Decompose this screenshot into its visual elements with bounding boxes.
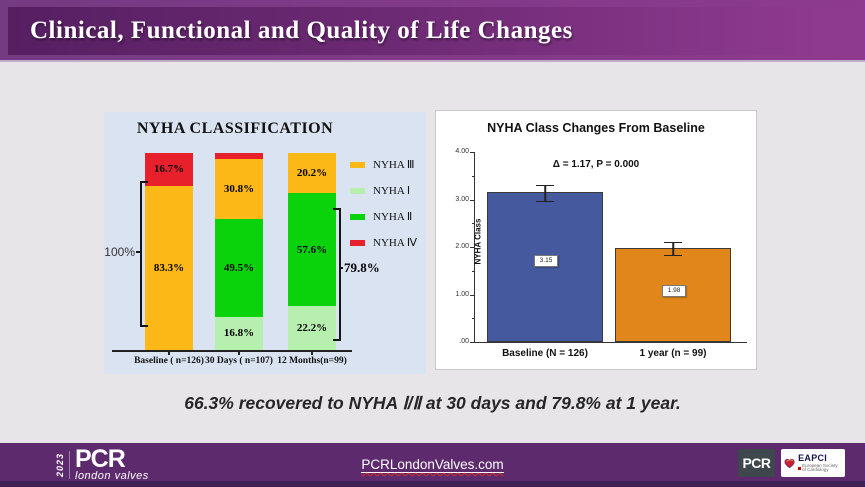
left-x-axis xyxy=(112,350,352,352)
bar-segment: 20.2% xyxy=(288,153,336,193)
right-chart-title: NYHA Class Changes From Baseline xyxy=(487,121,705,135)
y-tick-label: .00 xyxy=(459,338,469,345)
legend-item: NYHA Ⅱ xyxy=(350,210,417,223)
title-band: Clinical, Functional and Quality of Life… xyxy=(8,7,865,55)
y-tick-mark xyxy=(470,199,475,201)
x-tick-mark xyxy=(311,352,313,355)
nyha-change-chart: NYHA Class Changes From Baseline Δ = 1.1… xyxy=(435,110,757,370)
delta-annotation: Δ = 1.17, P = 0.000 xyxy=(552,159,640,170)
category-label: 12 Months(n=99) xyxy=(277,356,347,366)
segment-value-label: 22.2% xyxy=(296,322,328,335)
pcr-wordmark: PCR xyxy=(75,445,126,473)
nyha-classification-chart: NYHA CLASSIFICATION 16.7% 83.3% 30.8% 49.5%… xyxy=(104,112,426,374)
segment-value-label: 49.5% xyxy=(223,262,255,275)
bar-segment: 57.6% xyxy=(288,192,336,307)
bar-value-label: 3.15 xyxy=(534,254,558,267)
x-tick-mark xyxy=(168,352,170,355)
slide-footer: 2023 PCR london valves PCRLondonValves.c… xyxy=(0,443,865,487)
eapci-badge: EAPCI European Society of Cardiology xyxy=(781,449,845,477)
y-tick-mark xyxy=(470,294,475,296)
y-tick-mark xyxy=(470,247,475,248)
category-label: 1 year (n = 99) xyxy=(639,348,707,359)
y-axis-label: NYHA Class xyxy=(473,218,483,265)
slide-header: Clinical, Functional and Quality of Life… xyxy=(0,0,865,62)
bracket-100pct xyxy=(140,181,148,327)
segment-value-label: 16.8% xyxy=(223,327,255,340)
footer-link-wrap: PCRLondonValves.com xyxy=(0,456,865,474)
bracket-100pct-tick xyxy=(136,251,140,253)
stacked-bar-2: 30.8% 49.5% 16.8% xyxy=(215,153,263,350)
y-minor-tick xyxy=(472,175,475,177)
bar-segment: 16.7% xyxy=(145,153,193,186)
bar-segment: 16.8% xyxy=(215,316,263,350)
y-tick-mark xyxy=(470,152,475,153)
legend-label: NYHA Ⅰ xyxy=(373,185,411,197)
bar-1 xyxy=(487,192,603,342)
bar-segment xyxy=(215,153,263,159)
segment-value-label: 30.8% xyxy=(223,183,255,196)
y-minor-tick xyxy=(472,223,475,225)
logo-text: PCR london valves xyxy=(75,445,149,482)
y-tick-mark xyxy=(470,342,475,343)
legend-swatch xyxy=(350,239,365,246)
eapci-wordmark: EAPCI xyxy=(798,452,828,463)
category-label: 30 Days ( n=107) xyxy=(205,356,273,366)
bracket-79pct-tick xyxy=(339,267,343,269)
y-minor-tick xyxy=(472,270,475,272)
eapci-text: EAPCI European Society of Cardiology xyxy=(798,452,842,473)
legend-label: NYHA Ⅳ xyxy=(373,237,418,249)
bottom-strip xyxy=(0,481,865,487)
stacked-bar-3: 20.2% 57.6% 22.2% xyxy=(288,153,336,350)
y-tick-label: 1.00 xyxy=(455,290,469,298)
pcr-badge: PCR xyxy=(738,449,775,477)
page-title: Clinical, Functional and Quality of Life… xyxy=(30,17,573,44)
bar-value-label: 1.98 xyxy=(662,285,686,298)
bar-segment: 49.5% xyxy=(215,219,263,317)
stacked-bar-1: 16.7% 83.3% xyxy=(145,153,193,350)
bracket-79pct-label: 79.8% xyxy=(344,260,380,275)
legend-item: NYHA Ⅰ xyxy=(350,184,417,197)
y-tick-label: 3.00 xyxy=(455,195,469,203)
bar-segment: 83.3% xyxy=(145,185,193,350)
y-tick-label: 4.00 xyxy=(455,148,469,155)
error-bar xyxy=(536,185,554,202)
bracket-79pct xyxy=(333,208,341,341)
error-bar xyxy=(664,241,682,257)
left-legend: NYHA Ⅲ NYHA Ⅰ NYHA Ⅱ NYHA Ⅳ xyxy=(350,158,417,262)
key-finding-text: 66.3% recovered to NYHA Ⅰ/Ⅱ at 30 days a… xyxy=(184,393,681,413)
esc-mark xyxy=(798,466,802,470)
y-tick-label: 2.00 xyxy=(455,243,469,250)
legend-swatch xyxy=(350,187,365,194)
segment-value-label: 57.6% xyxy=(296,243,328,256)
pcr-london-valves-logo: 2023 PCR london valves xyxy=(55,445,149,482)
segment-value-label: 16.7% xyxy=(153,163,185,176)
legend-swatch xyxy=(350,213,365,220)
legend-label: NYHA Ⅲ xyxy=(373,159,415,171)
segment-value-label: 83.3% xyxy=(153,261,185,274)
legend-item: NYHA Ⅳ xyxy=(350,236,417,249)
right-plot: NYHA Class Baseline (N = 126) 1 year (n =… xyxy=(455,148,747,359)
category-label: Baseline ( n=126) xyxy=(134,356,204,366)
eapci-subtitle: European Society of Cardiology xyxy=(798,463,842,473)
legend-swatch xyxy=(350,161,365,168)
y-minor-tick xyxy=(472,318,475,320)
pcr-london-valves-link[interactable]: PCRLondonValves.com xyxy=(361,457,504,473)
left-chart-title: NYHA CLASSIFICATION xyxy=(136,120,334,137)
category-label: Baseline (N = 126) xyxy=(502,348,588,359)
bar-segment: 30.8% xyxy=(215,158,263,220)
bracket-100pct-label: 100% xyxy=(104,245,135,259)
segment-value-label: 20.2% xyxy=(296,166,328,179)
heart-icon xyxy=(784,458,795,468)
x-tick-mark xyxy=(238,352,240,355)
logo-divider xyxy=(69,450,70,479)
london-valves-label: london valves xyxy=(75,469,149,482)
legend-item: NYHA Ⅲ xyxy=(350,158,417,171)
legend-label: NYHA Ⅱ xyxy=(373,211,413,223)
bar-segment: 22.2% xyxy=(288,306,336,350)
